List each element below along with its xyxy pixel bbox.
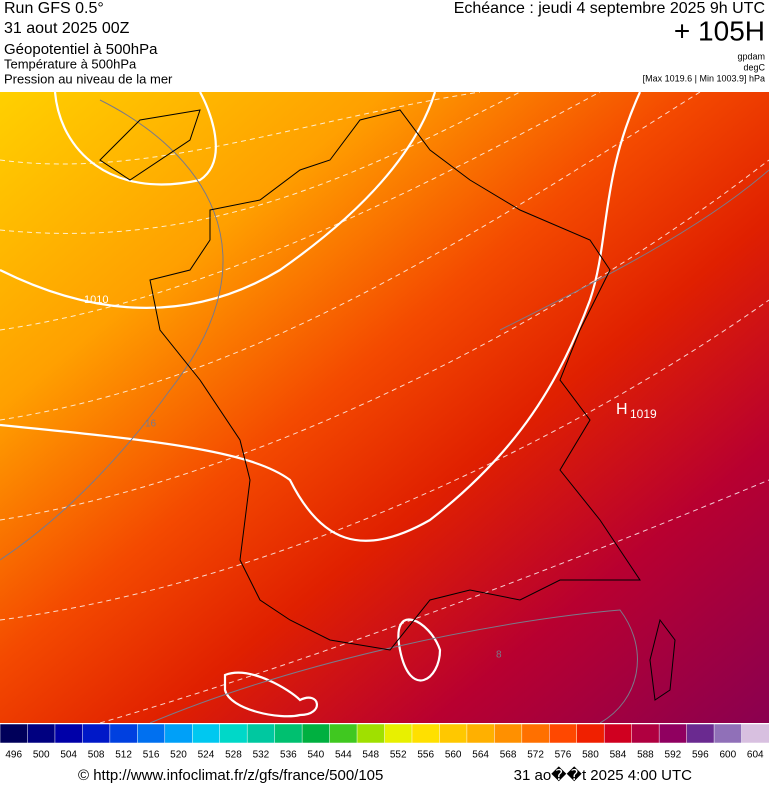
lead: + 105H <box>674 15 765 46</box>
date: 31 aout 2025 00Z <box>4 20 130 37</box>
colorbar-label: 540 <box>307 750 324 761</box>
colorbar-label: 532 <box>253 750 270 761</box>
colorbar-label: 604 <box>747 750 764 761</box>
geopotential-contours <box>0 99 769 723</box>
colorbar-swatch <box>713 723 743 744</box>
colorbar-swatch <box>356 723 386 744</box>
colorbar-swatch <box>219 723 248 744</box>
colorbar-label: 524 <box>198 750 215 761</box>
colorbar-swatch <box>329 723 358 744</box>
header: Run GFS 0.5° 31 aout 2025 00Z Géopotenti… <box>4 0 766 86</box>
field: Température à 500hPa <box>4 56 137 71</box>
footer-url: © http://www.infoclimat.fr/z/gfs/france/… <box>78 767 383 784</box>
colorbar-label: 600 <box>719 750 736 761</box>
colorbar-label: 584 <box>610 750 627 761</box>
colorbar-swatch <box>164 723 194 744</box>
colorbar-swatch <box>137 723 166 744</box>
colorbar-swatch <box>27 723 56 744</box>
corsica <box>649 618 676 701</box>
high-marker: H <box>616 401 628 418</box>
map: 1010 H 1019 16 8 <box>0 92 769 723</box>
colorbar-swatch <box>686 723 715 744</box>
colorbar-label: 580 <box>582 750 599 761</box>
colorbar-label: 544 <box>335 750 352 761</box>
colorbar-label: 520 <box>170 750 187 761</box>
colorbar-label: 560 <box>445 750 462 761</box>
colorbar-swatch <box>411 723 441 744</box>
colorbar: 496 500 504 508 512 516 520 524 528 532 536 540 544 5… <box>0 723 769 761</box>
colorbar-label: 508 <box>88 750 105 761</box>
contour-label: 16 <box>145 419 157 430</box>
colorbar-swatch <box>603 723 633 744</box>
colorbar-label: 528 <box>225 750 242 761</box>
valid: Echéance : jeudi 4 septembre 2025 9h UTC <box>454 0 765 17</box>
colorbar-label: 588 <box>637 750 654 761</box>
colorbar-swatch <box>54 723 84 744</box>
unit: gpdam <box>737 51 765 61</box>
colorbar-swatch <box>741 723 769 744</box>
colorbar-label: 572 <box>527 750 544 761</box>
isobar-label: 1010 <box>84 294 108 306</box>
colorbar-swatch <box>246 723 276 744</box>
colorbar-swatch <box>109 723 139 744</box>
colorbar-swatch <box>576 723 605 744</box>
field: Pression au niveau de la mer <box>4 71 173 86</box>
unit: degC <box>743 62 765 72</box>
colorbar-swatch <box>301 723 331 744</box>
colorbar-label: 500 <box>33 750 50 761</box>
colorbar-swatch <box>658 723 688 744</box>
france-outline <box>149 109 641 651</box>
high-value: 1019 <box>630 407 657 421</box>
colorbar-label: 576 <box>555 750 572 761</box>
footer-date: 31 ao��t 2025 4:00 UTC <box>514 766 693 784</box>
colorbar-label: 568 <box>500 750 517 761</box>
colorbar-swatch <box>494 723 523 744</box>
colorbar-label: 536 <box>280 750 297 761</box>
contour-label: 8 <box>496 650 502 661</box>
colorbar-swatch <box>274 723 303 744</box>
colorbar-swatch <box>466 723 496 744</box>
colorbar-swatch <box>384 723 413 744</box>
colorbar-label: 504 <box>60 750 77 761</box>
colorbar-swatch <box>0 723 29 744</box>
colorbar-label: 496 <box>5 750 22 761</box>
colorbar-label: 592 <box>665 750 682 761</box>
uk-coast <box>99 109 201 181</box>
colorbar-swatch <box>439 723 468 744</box>
colorbar-swatch <box>521 723 551 744</box>
colorbar-label: 512 <box>115 750 132 761</box>
colorbar-label: 552 <box>390 750 407 761</box>
unit: [Max 1019.6 | Min 1003.9] hPa <box>643 73 765 83</box>
colorbar-label: 516 <box>143 750 160 761</box>
colorbar-swatch <box>82 723 111 744</box>
field: Géopotentiel à 500hPa <box>4 41 158 58</box>
run: Run GFS 0.5° <box>4 0 104 17</box>
colorbar-label: 564 <box>472 750 489 761</box>
colorbar-swatch <box>631 723 660 744</box>
colorbar-label: 556 <box>417 750 434 761</box>
colorbar-label: 596 <box>692 750 709 761</box>
field-background <box>0 92 769 723</box>
isobars <box>0 92 642 718</box>
temperature-contours <box>0 92 769 723</box>
colorbar-swatch <box>192 723 221 744</box>
colorbar-swatch <box>549 723 578 744</box>
colorbar-label: 548 <box>362 750 379 761</box>
